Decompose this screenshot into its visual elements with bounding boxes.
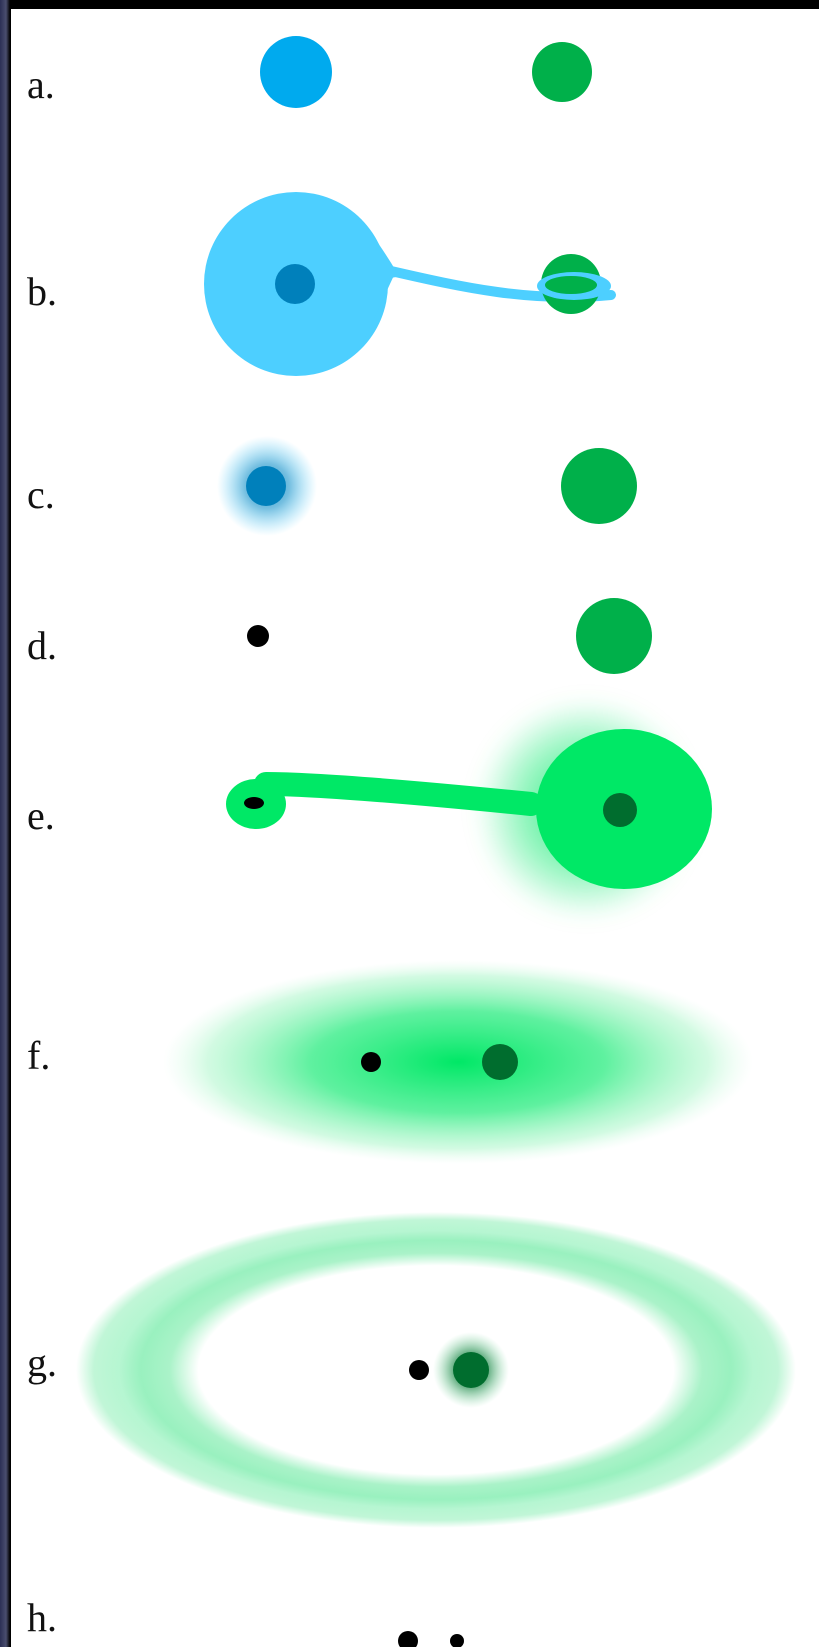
stage-label-h: h. [27, 1595, 57, 1640]
stage-d-remnant [247, 598, 652, 674]
stage-label-e: e. [27, 793, 55, 838]
diagram-panel: a. b. c. d. e. f. g. h. [11, 9, 819, 1647]
stage-h-double-compact-binary [398, 1631, 464, 1647]
roche-lobe-tip [361, 219, 396, 347]
stage-b-mass-transfer [204, 192, 616, 376]
green-star [561, 448, 637, 524]
blue-giant-core [275, 264, 315, 304]
compact-object-2 [450, 1634, 464, 1647]
common-envelope-cloud [163, 960, 753, 1164]
stage-a-binary [260, 36, 592, 108]
stage-label-d: d. [27, 623, 57, 668]
green-core [482, 1044, 518, 1080]
stage-g-envelope-ejection [76, 1212, 796, 1528]
stage-label-c: c. [27, 472, 55, 517]
stage-label-f: f. [27, 1033, 50, 1078]
compact-object [247, 625, 269, 647]
binary-evolution-diagram: a. b. c. d. e. f. g. h. [27, 36, 796, 1647]
compact-object-1 [398, 1631, 418, 1647]
green-star [576, 598, 652, 674]
stage-f-common-envelope [163, 960, 753, 1164]
blue-core [246, 466, 286, 506]
green-core [453, 1352, 489, 1388]
reverse-transfer-stream [254, 772, 543, 816]
stage-e-reverse-transfer [226, 699, 712, 919]
blue-star [260, 36, 332, 108]
stage-label-g: g. [27, 1340, 57, 1385]
stage-label-b: b. [27, 269, 57, 314]
green-giant-core [603, 793, 637, 827]
compact-object [361, 1052, 381, 1072]
stage-c-post-transfer [217, 436, 637, 536]
green-star [532, 42, 592, 102]
compact-object [244, 797, 264, 809]
accretion-ring-inner [545, 276, 597, 294]
compact-object [409, 1360, 429, 1380]
stage-label-a: a. [27, 62, 55, 107]
